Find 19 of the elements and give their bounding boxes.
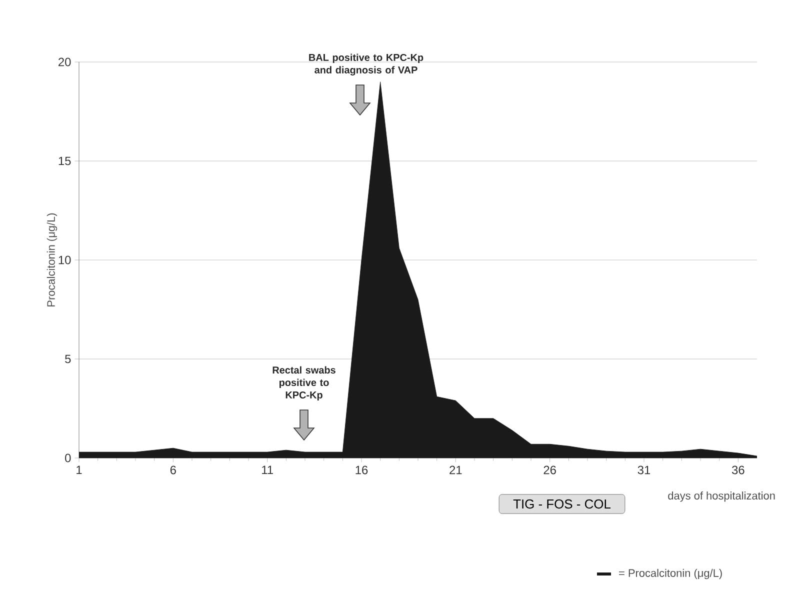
x-tick-label: 31 (638, 466, 650, 474)
y-tick-label: 10 (58, 256, 71, 264)
x-tick-label: 26 (544, 466, 556, 474)
annotation: Rectal swabs positive to KPC-Kp (272, 366, 336, 400)
text: TIG - FOS - COL (513, 499, 611, 509)
x-tick-label: 6 (170, 466, 176, 474)
y-tick-label: 0 (65, 454, 71, 462)
x-tick-label: 21 (450, 466, 462, 474)
x-tick-label: 36 (732, 466, 744, 474)
annotation: BAL positive to KPC-Kp and diagnosis of VAP (309, 54, 424, 76)
y-tick-label: 5 (65, 354, 71, 364)
y-tick-label: 15 (58, 156, 71, 166)
legend-label: = Procalcitonin (μg/L) (619, 568, 722, 580)
x-tick-label: 1 (76, 466, 82, 474)
x-tick-label: 11 (262, 466, 273, 474)
x-tick-label: 16 (356, 466, 368, 474)
x-axis-title: days of hospitalization (668, 492, 775, 502)
y-axis-title: Procalcitonin (μg/L) (46, 213, 58, 306)
y-tick-label: 20 (58, 58, 71, 66)
